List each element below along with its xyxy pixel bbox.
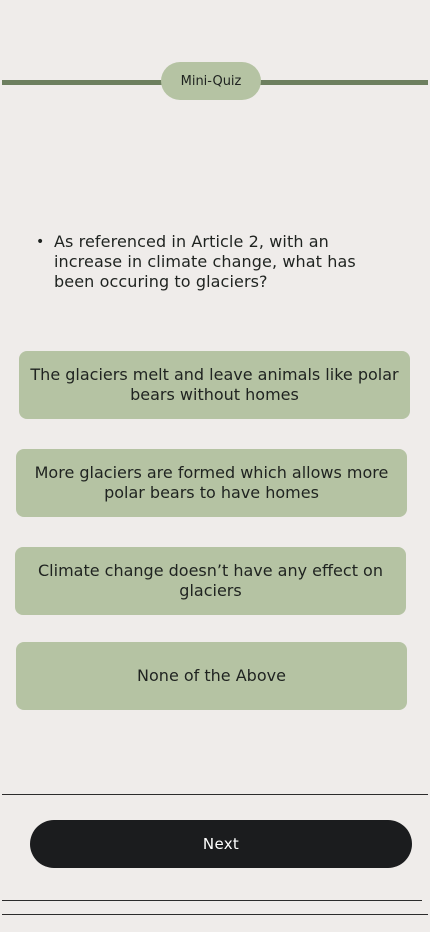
answer-option-2[interactable]: More glaciers are formed which allows mo…	[16, 449, 407, 517]
bullet-icon: •	[36, 234, 45, 250]
footer-divider-base	[2, 914, 428, 915]
answer-option-3[interactable]: Climate change doesn’t have any effect o…	[15, 547, 406, 615]
footer-divider-bottom	[2, 900, 422, 901]
answer-option-4[interactable]: None of the Above	[16, 642, 407, 710]
question: • As referenced in Article 2, with an in…	[36, 232, 386, 292]
footer-divider-top	[2, 794, 428, 795]
question-text: As referenced in Article 2, with an incr…	[54, 232, 356, 291]
page-title: Mini-Quiz	[161, 62, 261, 100]
next-button[interactable]: Next	[30, 820, 412, 868]
answer-option-1[interactable]: The glaciers melt and leave animals like…	[19, 351, 410, 419]
